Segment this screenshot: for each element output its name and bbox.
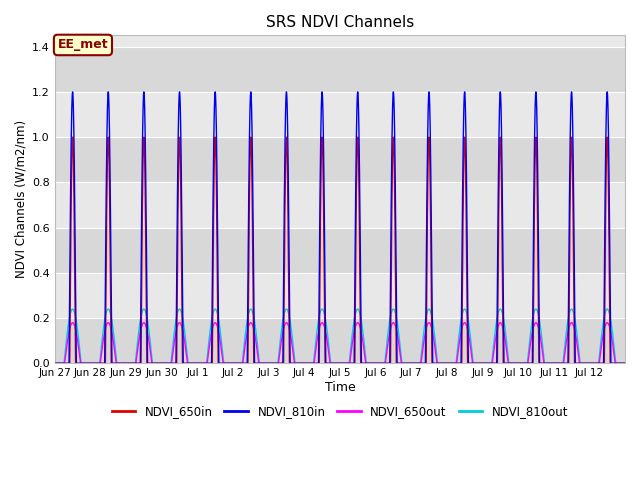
Title: SRS NDVI Channels: SRS NDVI Channels [266, 15, 414, 30]
Text: EE_met: EE_met [58, 38, 108, 51]
Bar [55, 273, 625, 318]
Bar [55, 228, 625, 273]
Bar [55, 137, 625, 182]
Bar [55, 182, 625, 228]
X-axis label: Time: Time [324, 381, 355, 394]
Bar [55, 47, 625, 92]
Y-axis label: NDVI Channels (W/m2/nm): NDVI Channels (W/m2/nm) [15, 120, 28, 278]
Bar [55, 92, 625, 137]
Bar [55, 318, 625, 363]
Legend: NDVI_650in, NDVI_810in, NDVI_650out, NDVI_810out: NDVI_650in, NDVI_810in, NDVI_650out, NDV… [107, 401, 573, 423]
